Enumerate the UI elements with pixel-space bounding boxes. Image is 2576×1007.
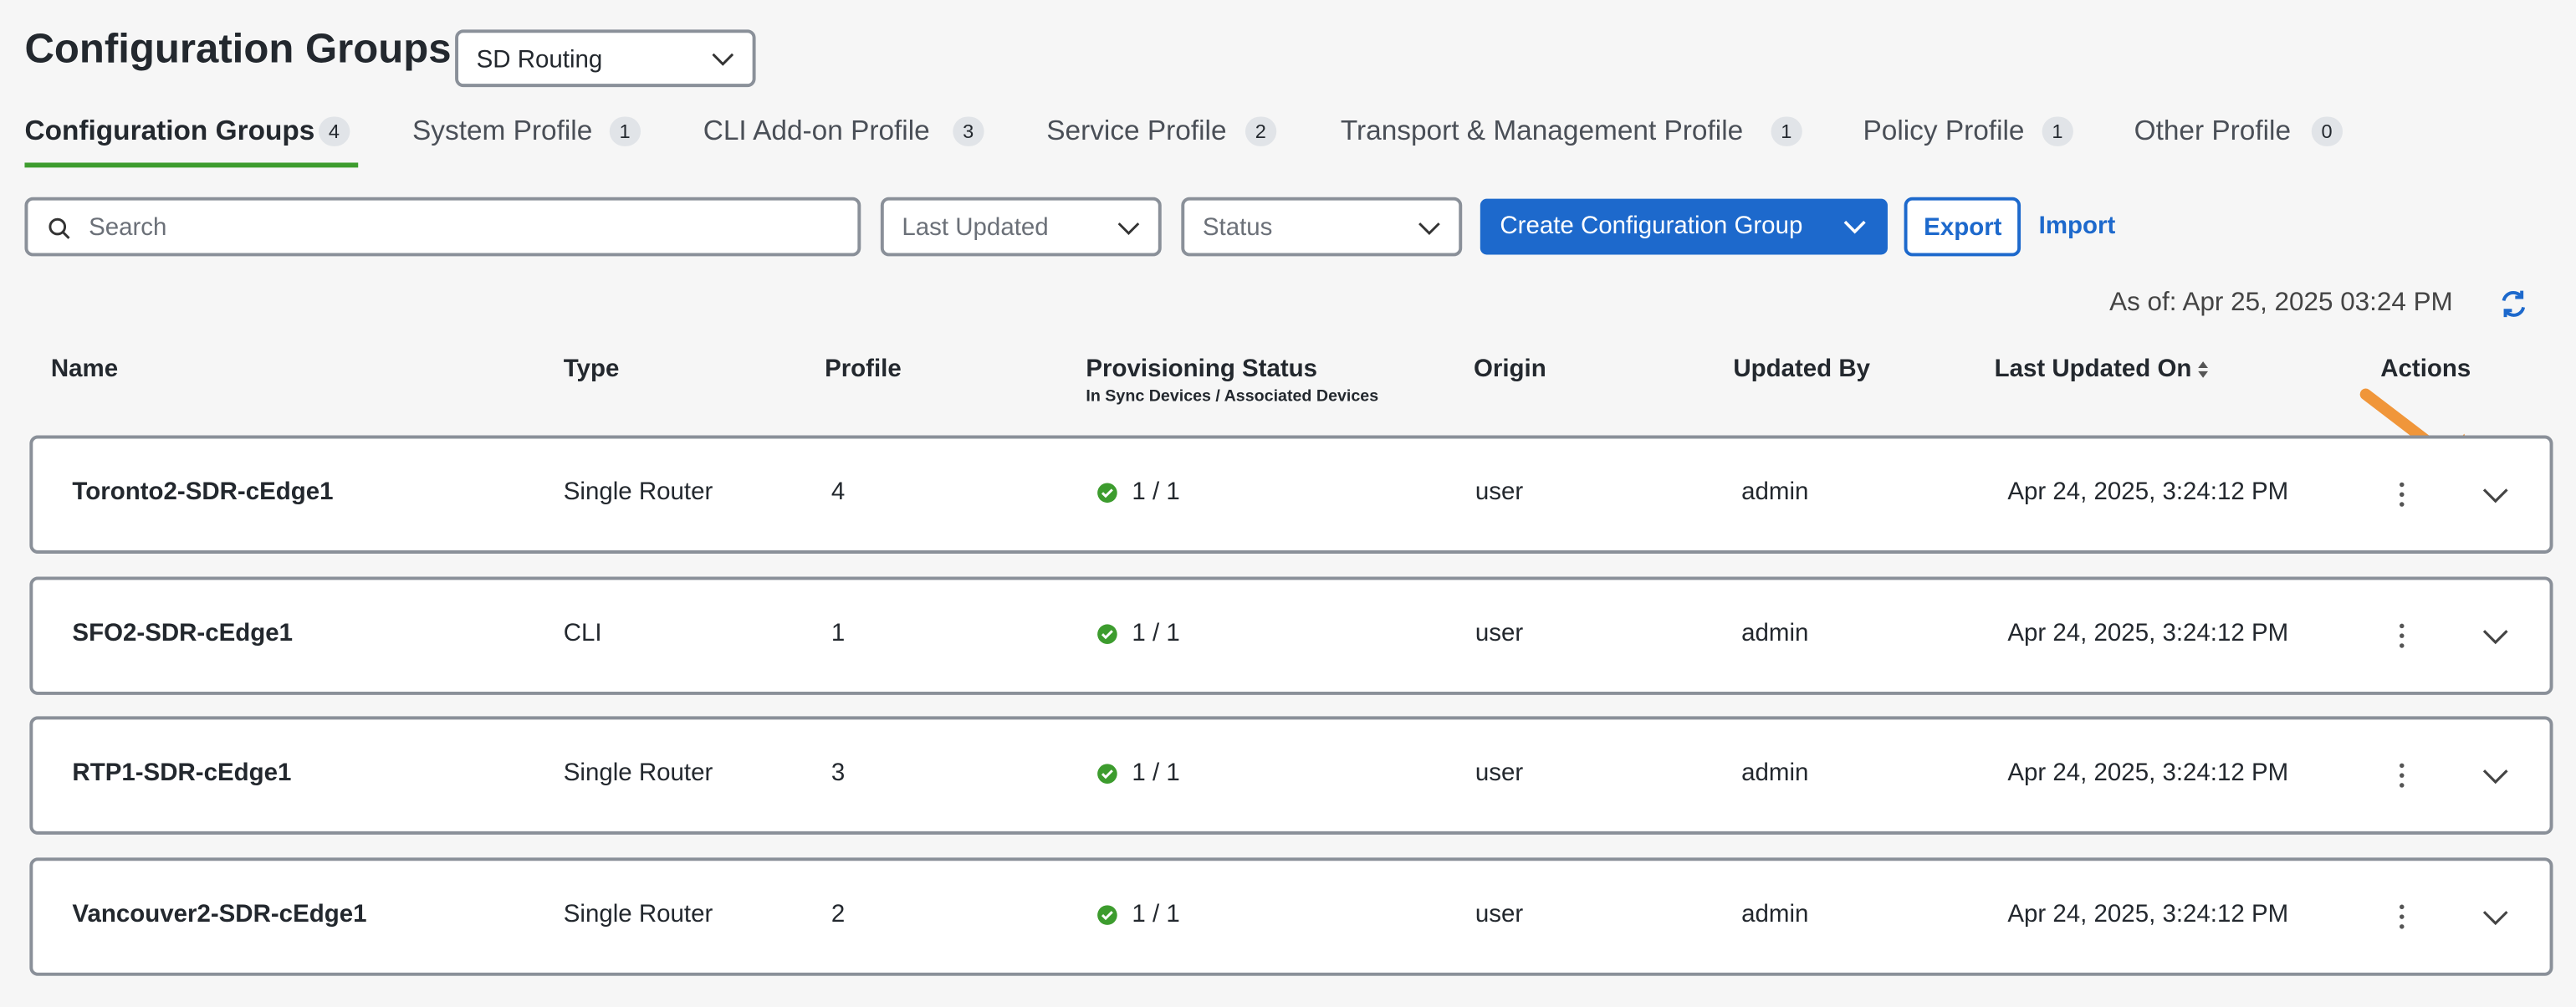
column-header: Origin bbox=[1473, 355, 1546, 383]
tab-label[interactable]: Transport & Management Profile bbox=[1340, 115, 1744, 146]
filter-label: Status bbox=[1202, 213, 1273, 242]
cell: 1 / 1 bbox=[1132, 618, 1180, 647]
cell: admin bbox=[1741, 759, 1809, 787]
cell: 1 / 1 bbox=[1132, 899, 1180, 928]
filter-label: Last Updated bbox=[902, 213, 1049, 242]
import-link[interactable]: Import bbox=[2038, 212, 2116, 240]
column-header: Actions bbox=[2380, 355, 2471, 383]
row-name: RTP1-SDR-cEdge1 bbox=[72, 759, 292, 787]
page-title: Configuration Groups bbox=[24, 26, 452, 73]
search-box[interactable]: Search bbox=[24, 197, 861, 257]
cell: Apr 24, 2025, 3:24:12 PM bbox=[2007, 759, 2289, 787]
create-button[interactable]: Create Configuration Group bbox=[1480, 198, 1888, 255]
row-name: SFO2-SDR-cEdge1 bbox=[72, 618, 294, 647]
table-row[interactable] bbox=[29, 575, 2553, 694]
cell: admin bbox=[1741, 618, 1809, 647]
column-header: Updated By bbox=[1733, 355, 1871, 383]
cell: Apr 24, 2025, 3:24:12 PM bbox=[2007, 618, 2289, 647]
table-row[interactable] bbox=[29, 856, 2553, 975]
tab-label[interactable]: Other Profile bbox=[2134, 115, 2292, 146]
tab-count: 3 bbox=[953, 116, 984, 146]
as-of: As of: Apr 25, 2025 03:24 PM bbox=[2109, 289, 2453, 318]
column-header: Last Updated On bbox=[1994, 355, 2192, 383]
tab-count: 1 bbox=[1771, 116, 1802, 146]
status-icon bbox=[1097, 623, 1117, 644]
cell: Single Router bbox=[563, 759, 713, 787]
cell: user bbox=[1475, 899, 1524, 928]
cell: Single Router bbox=[563, 478, 713, 506]
refresh-icon[interactable] bbox=[2497, 288, 2530, 320]
column-header: Provisioning Status bbox=[1086, 355, 1318, 383]
cell: Apr 24, 2025, 3:24:12 PM bbox=[2007, 899, 2289, 928]
tab-label[interactable]: CLI Add-on Profile bbox=[703, 115, 930, 146]
chevron bbox=[1418, 222, 1440, 236]
active-tab-underline bbox=[24, 162, 359, 168]
status-icon bbox=[1097, 483, 1117, 504]
table-row[interactable] bbox=[29, 716, 2553, 835]
column-header: Profile bbox=[825, 355, 902, 383]
row-name: Vancouver2-SDR-cEdge1 bbox=[72, 899, 367, 928]
cell: admin bbox=[1741, 478, 1809, 506]
tab-count: 4 bbox=[319, 116, 350, 146]
tab-count: 0 bbox=[2311, 116, 2343, 146]
status-icon bbox=[1097, 764, 1117, 784]
cell: 3 bbox=[831, 759, 846, 787]
tab-count: 1 bbox=[609, 116, 641, 146]
tab-label[interactable]: Policy Profile bbox=[1863, 115, 2025, 146]
row-actions[interactable] bbox=[2390, 899, 2522, 932]
chevron bbox=[1843, 220, 1866, 234]
filter-dropdown[interactable]: Status bbox=[1181, 197, 1463, 257]
table-row[interactable] bbox=[29, 435, 2553, 554]
dropdown-value: SD Routing bbox=[476, 45, 603, 74]
cell: 2 bbox=[831, 899, 846, 928]
filter-dropdown[interactable]: Last Updated bbox=[880, 197, 1162, 257]
status-icon bbox=[1097, 904, 1117, 924]
cell: 1 / 1 bbox=[1132, 759, 1180, 787]
tab-label[interactable]: Service Profile bbox=[1046, 115, 1227, 146]
cell: user bbox=[1475, 478, 1524, 506]
cell: 1 bbox=[831, 618, 846, 647]
tab-label[interactable]: System Profile bbox=[412, 115, 593, 146]
tab-label[interactable]: Configuration Groups bbox=[24, 115, 315, 146]
column-header: Type bbox=[563, 355, 620, 383]
column-header: Name bbox=[50, 355, 119, 383]
domain-dropdown[interactable]: SD Routing bbox=[455, 29, 756, 88]
column-subtitle: In Sync Devices / Associated Devices bbox=[1086, 387, 1379, 406]
cell: 4 bbox=[831, 478, 846, 506]
cell: user bbox=[1475, 759, 1524, 787]
cell: CLI bbox=[563, 618, 602, 647]
export-label: Export bbox=[1924, 213, 2002, 242]
cell: Single Router bbox=[563, 899, 713, 928]
tab-count: 1 bbox=[2042, 116, 2073, 146]
cell: Apr 24, 2025, 3:24:12 PM bbox=[2007, 478, 2289, 506]
search-placeholder: Search bbox=[89, 213, 167, 242]
tab-count: 2 bbox=[1245, 116, 1276, 146]
export-button[interactable]: Export bbox=[1904, 197, 2021, 257]
row-actions[interactable] bbox=[2390, 759, 2522, 791]
chevron bbox=[1117, 222, 1140, 236]
row-name: Toronto2-SDR-cEdge1 bbox=[72, 478, 334, 506]
chevron bbox=[712, 53, 734, 66]
row-actions[interactable] bbox=[2390, 478, 2522, 511]
cell: admin bbox=[1741, 899, 1809, 928]
sort-icon[interactable] bbox=[2196, 360, 2210, 380]
cell: 1 / 1 bbox=[1132, 478, 1180, 506]
create-label: Create Configuration Group bbox=[1500, 212, 1803, 240]
cell: user bbox=[1475, 618, 1524, 647]
search-icon bbox=[49, 217, 70, 239]
row-actions[interactable] bbox=[2390, 619, 2522, 652]
